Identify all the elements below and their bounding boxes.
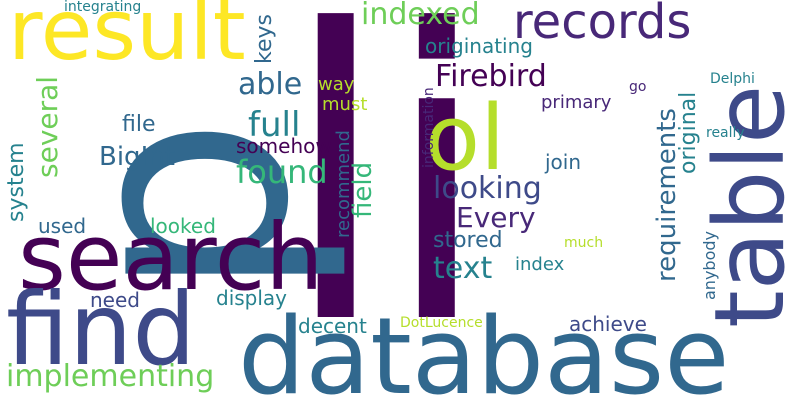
word-every: Every [456, 201, 536, 234]
word-find: find [6, 271, 196, 388]
word-much: much [564, 235, 604, 251]
word-original: original [676, 91, 701, 174]
word-index: index [515, 254, 565, 275]
word-stored: stored [433, 228, 503, 253]
word-must: must [322, 94, 368, 115]
word-really: really [706, 125, 745, 141]
word-achieve: achieve [569, 312, 647, 336]
word-search: search [18, 204, 324, 311]
word-integrating: integrating [64, 0, 142, 15]
word-text: text [433, 251, 493, 286]
word-several: several [31, 75, 64, 178]
word-file: file [122, 112, 156, 137]
word-go: go [629, 79, 647, 95]
word-full: full [248, 105, 301, 145]
word-database: database [238, 295, 730, 400]
word-keys: keys [252, 14, 277, 64]
word-able: able [238, 67, 303, 102]
word-li: li [280, 0, 492, 400]
word-bigint: BigInt [99, 142, 175, 172]
word-delphi: Delphi [710, 71, 755, 87]
word-anybody: anybody [700, 231, 719, 300]
word-recommend: recommend [333, 130, 354, 238]
word-join: join [545, 150, 582, 174]
word-implementing: implementing [6, 359, 215, 394]
word-information: information [421, 87, 437, 168]
word-display: display [216, 286, 288, 310]
word-way: way [318, 74, 355, 95]
word-somehow: somehow [236, 134, 332, 158]
word-decent: decent [298, 314, 367, 338]
word-found: found [236, 153, 328, 191]
word-primary: primary [541, 92, 612, 113]
word-dotlucence: DotLucence [400, 315, 483, 331]
word-need: need [90, 288, 140, 312]
word-system: system [4, 142, 29, 222]
word-looking: looking [433, 171, 542, 206]
word-records: records [513, 0, 692, 50]
word-ol: ol [425, 86, 506, 191]
word-looked: looked [150, 214, 216, 238]
word-used: used [38, 214, 87, 238]
word-indexed: indexed [361, 0, 480, 32]
word-originating: originating [425, 34, 533, 58]
word-result: result [8, 0, 246, 79]
word-firebird: Firebird [435, 59, 547, 94]
